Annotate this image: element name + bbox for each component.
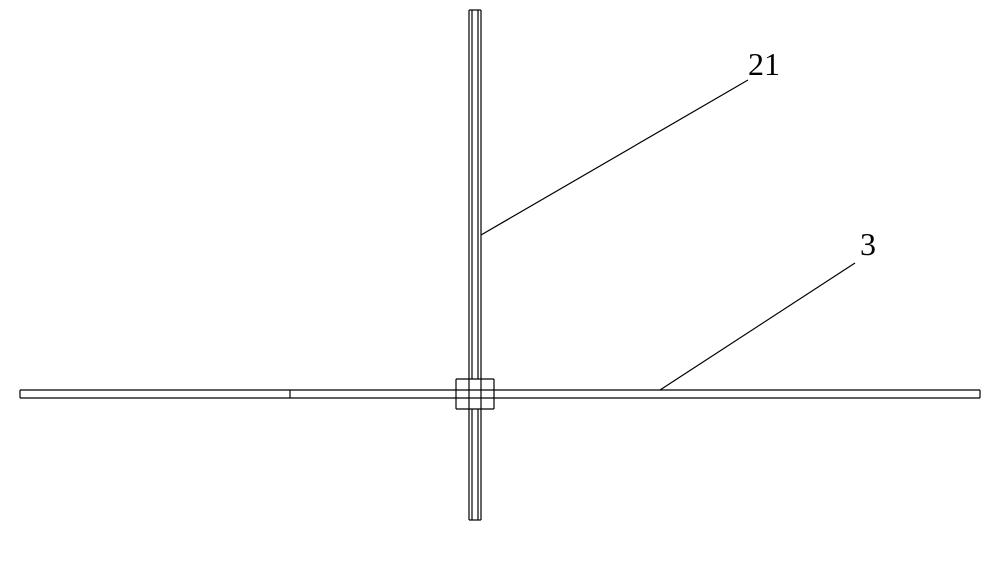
callout-label-3: 3 <box>860 226 876 263</box>
joint-box <box>456 379 494 409</box>
callout-label-21: 21 <box>748 46 780 83</box>
vertical-bar <box>469 10 481 520</box>
leader-line-21 <box>481 80 748 235</box>
horizontal-bar <box>20 390 980 398</box>
leader-line-3 <box>660 263 855 390</box>
